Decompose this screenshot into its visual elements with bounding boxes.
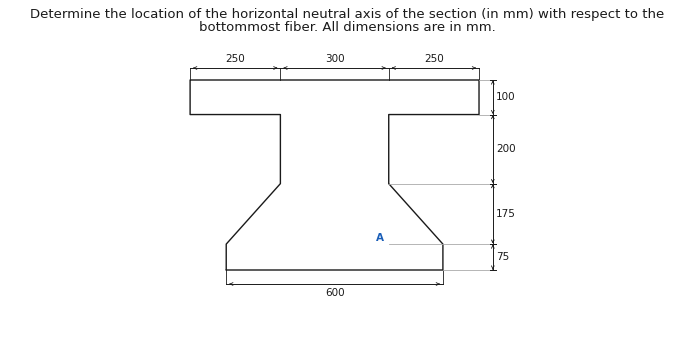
Text: 75: 75	[496, 252, 509, 262]
Text: 200: 200	[496, 144, 516, 154]
Text: 250: 250	[424, 54, 443, 64]
Text: bottommost fiber. All dimensions are in mm.: bottommost fiber. All dimensions are in …	[199, 21, 496, 34]
Text: 300: 300	[325, 54, 345, 64]
Text: 250: 250	[225, 54, 245, 64]
Text: A: A	[377, 233, 384, 243]
Text: 600: 600	[325, 288, 345, 298]
Text: 175: 175	[496, 209, 516, 219]
Text: Determine the location of the horizontal neutral axis of the section (in mm) wit: Determine the location of the horizontal…	[31, 8, 664, 21]
Text: 100: 100	[496, 92, 516, 102]
